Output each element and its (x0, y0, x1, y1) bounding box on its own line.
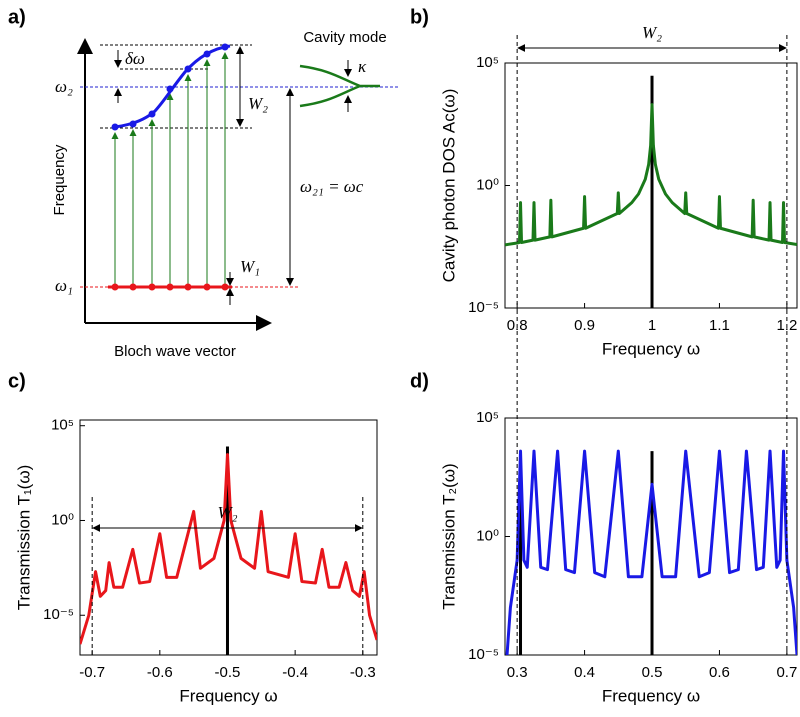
panel: c) -0.7 -0.6 -0.5 -0.4 -0.3 10⁻⁵ 10⁰ 10⁵ Frequenc… (8, 370, 378, 705)
x-tick-label: 1 (648, 317, 656, 334)
y-tick-label: 10⁵ (476, 54, 499, 71)
x-tick-label: 0.5 (642, 664, 663, 681)
x-tick-label: 0.3 (507, 664, 528, 681)
panel-a: a) Frequency Bloch wave vector Cavity mo… (8, 6, 400, 360)
span-label: W₂ (217, 503, 237, 522)
x-axis-label: Frequency ω (602, 686, 700, 705)
x-axis-label: Frequency ω (179, 686, 277, 705)
panel-label: a) (8, 6, 26, 28)
band-dots (111, 43, 229, 131)
x-tick-label: 1.1 (709, 317, 730, 334)
x-tick-label: -0.4 (282, 664, 308, 681)
text: W₁ (240, 257, 260, 276)
y-axis-label: Transmission T₁(ω) (14, 465, 33, 611)
transitions (111, 52, 229, 287)
text: W₂ (248, 94, 268, 113)
panel-label: c) (8, 370, 26, 392)
axis-label: Bloch wave vector (114, 343, 236, 360)
text: ω₂₁ = ωc (300, 177, 364, 196)
x-axis-label: Frequency ω (602, 339, 700, 358)
curve (80, 453, 377, 645)
x-tick-label: -0.7 (79, 664, 105, 681)
panel-label: d) (410, 370, 429, 392)
x-tick-label: -0.3 (350, 664, 376, 681)
x-tick-label: 0.6 (709, 664, 730, 681)
y-tick-label: 10⁵ (51, 417, 74, 434)
text: Cavity mode (303, 29, 386, 46)
text: κ (358, 57, 367, 76)
curve (505, 449, 797, 655)
y-tick-label: 10⁰ (476, 527, 499, 544)
x-tick-label: 0.4 (574, 664, 595, 681)
y-axis-label: Cavity photon DOS Ac(ω) (439, 89, 458, 283)
y-tick-label: 10⁵ (476, 409, 499, 426)
x-tick-label: -0.5 (215, 664, 241, 681)
y-tick-label: 10⁻⁵ (43, 606, 74, 623)
x-tick-label: 0.9 (574, 317, 595, 334)
axis-label: Frequency (51, 144, 68, 215)
cavity-mode (299, 64, 380, 108)
x-tick-label: -0.6 (147, 664, 173, 681)
panel-label: b) (410, 6, 429, 28)
curve (505, 103, 797, 247)
x-tick-label: 0.7 (776, 664, 797, 681)
y-tick-label: 10⁰ (476, 176, 499, 193)
y-tick-label: 10⁰ (51, 511, 74, 528)
text: δω (125, 49, 145, 68)
y-tick-label: 10⁻⁵ (468, 646, 499, 663)
span-label: W₂ (642, 23, 662, 42)
text: ω₁ (55, 276, 73, 295)
panel: d) 0.3 0.4 0.5 0.6 0.7 10⁻⁵ 10⁰ 10⁵ Frequency ω Tr… (410, 310, 798, 705)
text: ω₂ (55, 77, 73, 96)
y-tick-label: 10⁻⁵ (468, 299, 499, 316)
y-axis-label: Transmission T₂(ω) (439, 463, 458, 609)
